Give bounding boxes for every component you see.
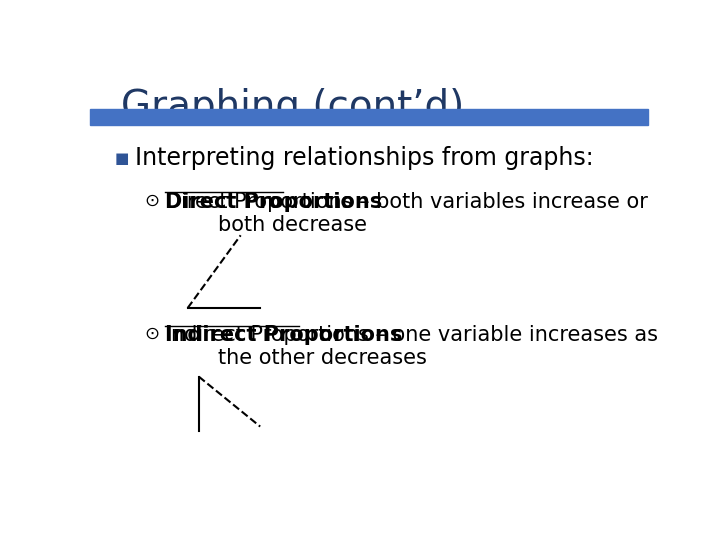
- Bar: [90, 109, 648, 125]
- Text: Direct Proportions: Direct Proportions: [166, 192, 382, 212]
- Text: ⊙: ⊙: [145, 325, 160, 343]
- Text: Indirect Proportions – one variable increases as
        the other decreases: Indirect Proportions – one variable incr…: [166, 325, 658, 368]
- Text: Indirect Proportions: Indirect Proportions: [166, 325, 402, 345]
- Text: Direct Proportions – both variables increase or
        both decrease: Direct Proportions – both variables incr…: [166, 192, 648, 235]
- Text: Graphing (cont’d): Graphing (cont’d): [121, 87, 464, 126]
- Text: ⊙: ⊙: [145, 192, 160, 210]
- Text: Interpreting relationships from graphs:: Interpreting relationships from graphs:: [135, 146, 593, 170]
- Text: ■: ■: [115, 151, 130, 166]
